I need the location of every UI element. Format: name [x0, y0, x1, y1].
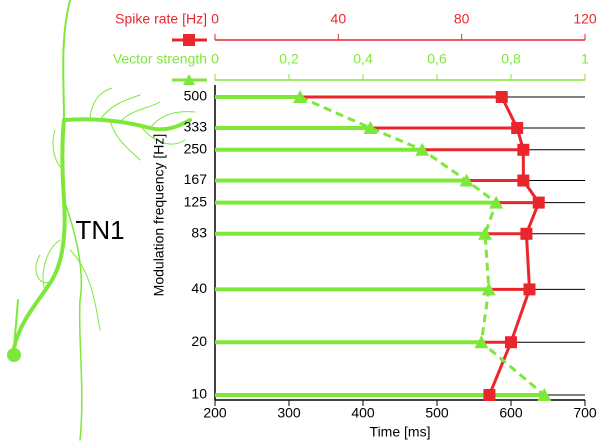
- top-tick-label: 0,8: [501, 51, 521, 67]
- neuron-drawing: [7, 0, 196, 441]
- y-tick-label: 10: [191, 386, 207, 402]
- legend-label: Vector strength: [113, 51, 207, 67]
- spike-rate-marker: [532, 196, 545, 209]
- legend-label: Spike rate [Hz]: [115, 11, 207, 27]
- x-tick-label: 300: [277, 405, 301, 421]
- vector-strength-marker: [474, 335, 489, 349]
- vector-strength-marker: [363, 120, 378, 134]
- legend-marker: [183, 74, 195, 85]
- y-tick-label: 125: [184, 193, 208, 209]
- top-tick-label: 80: [454, 11, 470, 27]
- top-tick-label: 0: [211, 11, 219, 27]
- top-tick-label: 40: [331, 11, 347, 27]
- spike-rate-marker: [517, 174, 530, 187]
- top-tick-label: 0,6: [427, 51, 447, 67]
- spike-rate-marker: [483, 389, 496, 401]
- x-tick-label: 400: [351, 405, 375, 421]
- vector-strength-marker: [537, 388, 552, 401]
- legend-marker: [183, 34, 195, 46]
- y-tick-label: 250: [184, 141, 208, 157]
- y-tick-label: 20: [191, 333, 207, 349]
- y-tick-label: 40: [191, 280, 207, 296]
- top-tick-label: 0,2: [279, 51, 299, 67]
- x-axis-title: Time [ms]: [370, 424, 431, 440]
- neuron-label: TN1: [75, 215, 124, 245]
- x-tick-label: 600: [499, 405, 523, 421]
- top-tick-label: 1: [581, 51, 589, 67]
- spike-rate-marker: [505, 336, 517, 349]
- vector-strength-marker: [459, 173, 474, 187]
- x-tick-label: 500: [425, 405, 449, 421]
- spike-rate-marker: [511, 121, 524, 134]
- vector-strength-marker: [489, 195, 504, 209]
- series-line: [488, 96, 541, 396]
- vector-strength-marker: [415, 142, 430, 156]
- y-axis-title: Modulation frequency [Hz]: [151, 134, 167, 297]
- top-tick-label: 120: [573, 11, 597, 27]
- spike-rate-marker: [495, 91, 508, 103]
- y-tick-label: 500: [184, 88, 208, 104]
- x-tick-label: 200: [203, 405, 227, 421]
- vector-strength-marker: [293, 90, 308, 103]
- spike-rate-marker: [523, 283, 536, 296]
- vector-strength-marker: [481, 282, 496, 296]
- spike-rate-marker: [517, 143, 530, 156]
- x-tick-label: 700: [573, 405, 597, 421]
- y-tick-label: 83: [191, 224, 207, 240]
- top-tick-label: 0,4: [353, 51, 373, 67]
- y-tick-label: 167: [184, 171, 208, 187]
- spike-rate-marker: [520, 227, 533, 240]
- vector-strength-marker: [478, 226, 493, 240]
- top-tick-label: 0: [211, 51, 219, 67]
- y-tick-label: 333: [184, 119, 208, 135]
